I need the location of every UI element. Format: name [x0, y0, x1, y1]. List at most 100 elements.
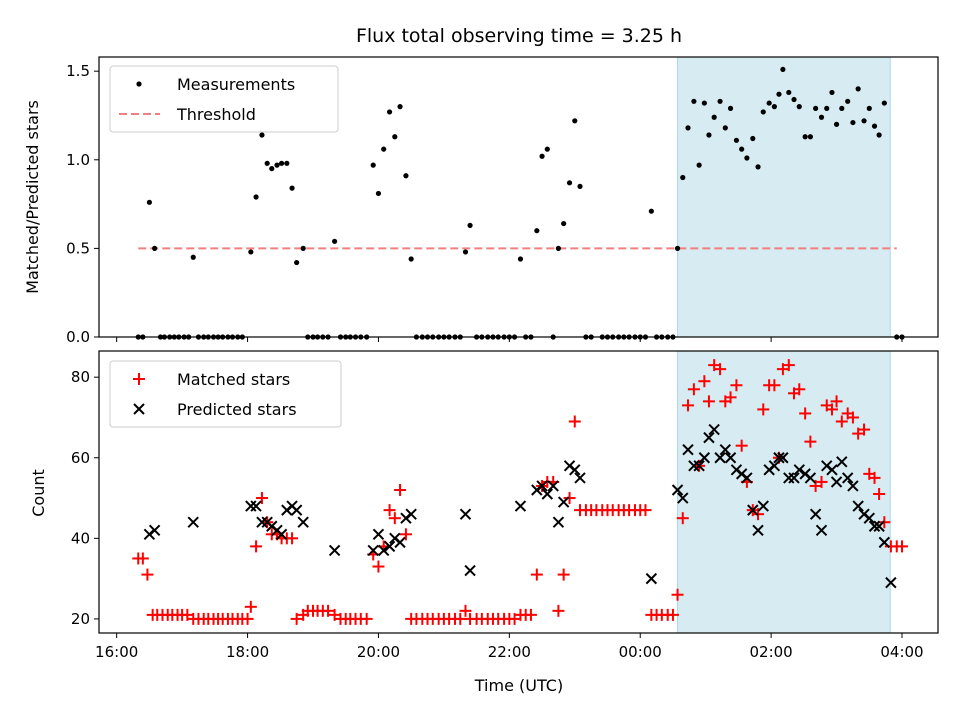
predicted-point [826, 464, 838, 476]
predicted-point [377, 544, 390, 557]
predicted-point [541, 488, 554, 500]
chart-title: Flux total observing time = 3.25 h [356, 25, 682, 47]
measurement-point [766, 100, 772, 106]
predicted-point [698, 452, 711, 464]
ratio-y-tick-label: 0.5 [66, 239, 90, 257]
predicted-point [724, 452, 737, 464]
ratio-y-tick-label: 1.5 [66, 62, 90, 80]
predicted-point [552, 516, 565, 528]
matched-point [873, 488, 886, 501]
matched-point [255, 492, 268, 505]
matched-point [360, 612, 373, 625]
predicted-point [752, 524, 764, 536]
predicted-point [367, 544, 379, 557]
matched-point [394, 483, 407, 496]
counts-y-axis-label: Count [29, 469, 48, 517]
measurement-point [786, 89, 792, 96]
measurement-point [300, 245, 306, 251]
matched-legend-label: Matched stars [177, 370, 290, 389]
predicted-point [757, 500, 769, 512]
measurement-point [813, 105, 819, 111]
predicted-point [719, 443, 732, 456]
matched-point [568, 415, 581, 428]
measurement-point [866, 105, 872, 111]
predicted-point [703, 431, 715, 444]
predicted-point [682, 443, 694, 456]
predicted-point [777, 452, 789, 464]
predicted-point [547, 480, 559, 492]
measurement-point [861, 118, 867, 124]
predicted-point [714, 452, 726, 464]
predicted-point [256, 516, 268, 528]
measurement-point [833, 121, 840, 127]
measurement-point [876, 132, 882, 138]
predicted-point [148, 524, 161, 536]
matched-point [530, 568, 543, 581]
measurement-point [294, 259, 300, 266]
x-tick-label: 04:00 [880, 643, 923, 661]
measurement-point [269, 166, 275, 172]
matched-point [724, 391, 737, 404]
matched-point [524, 608, 537, 621]
predicted-point [885, 576, 897, 589]
predicted-legend-marker [133, 403, 145, 415]
measurement-point [701, 100, 707, 106]
ratio-panel-frame [98, 56, 939, 338]
measurements-legend-label: Measurements [177, 75, 295, 94]
matched-point [141, 568, 154, 581]
measurement-point [845, 98, 851, 104]
matched-point [858, 423, 871, 436]
ratio-panel: 0.0 0.5 1.0 1.5 Matched/Predicted stars Mea… [23, 56, 939, 346]
predicted-point [383, 540, 396, 553]
predicted-point [536, 480, 548, 492]
matched-point [383, 504, 396, 517]
predicted-point [873, 520, 885, 532]
x-axis-label: Time (UTC) [474, 676, 563, 695]
measurement-point [152, 245, 158, 251]
measurement-point [706, 132, 712, 138]
ratio-x-ticks [116, 337, 903, 342]
observing-window-shade-bottom [677, 350, 891, 634]
measurement-point [577, 183, 583, 189]
measurement-point [685, 125, 691, 131]
measurement-point [555, 245, 562, 251]
matched-point [322, 604, 335, 617]
ratio-y-axis-label: Matched/Predicted stars [23, 100, 42, 294]
matched-point [563, 492, 576, 505]
measurement-point [386, 109, 393, 115]
measurement-point [717, 98, 723, 104]
predicted-star-points [143, 423, 897, 589]
matched-point [702, 395, 715, 408]
matched-point [459, 604, 472, 617]
predicted-point [708, 423, 720, 436]
measurement-point [408, 256, 414, 262]
measurement-point [248, 249, 254, 255]
predicted-point [290, 504, 303, 516]
measurement-point [755, 164, 761, 170]
predicted-point [405, 508, 417, 520]
measurement-point [403, 173, 409, 179]
predicted-point [836, 456, 848, 468]
x-tick-label: 02:00 [749, 643, 792, 661]
measurement-point [881, 100, 887, 106]
measurement-point [572, 118, 578, 124]
counts-panel-frame [98, 350, 939, 634]
measurement-point [680, 174, 686, 181]
matched-point [372, 560, 385, 573]
measurement-point [146, 199, 152, 205]
predicted-point [747, 504, 759, 516]
matched-point [639, 504, 652, 517]
matched-point [868, 471, 881, 484]
measurement-point [648, 208, 654, 214]
predicted-point [569, 464, 581, 476]
matched-point [682, 399, 695, 412]
matched-point [250, 540, 263, 553]
matched-point [830, 395, 843, 408]
matched-point [698, 375, 711, 388]
matched-point [804, 435, 817, 448]
counts-x-ticks: 16:00 18:00 20:00 22:00 00:00 02:00 04:00 [95, 633, 924, 661]
counts-y-ticks: 20 40 60 80 [71, 368, 99, 628]
predicted-point [783, 472, 795, 484]
measurement-point [539, 153, 545, 159]
